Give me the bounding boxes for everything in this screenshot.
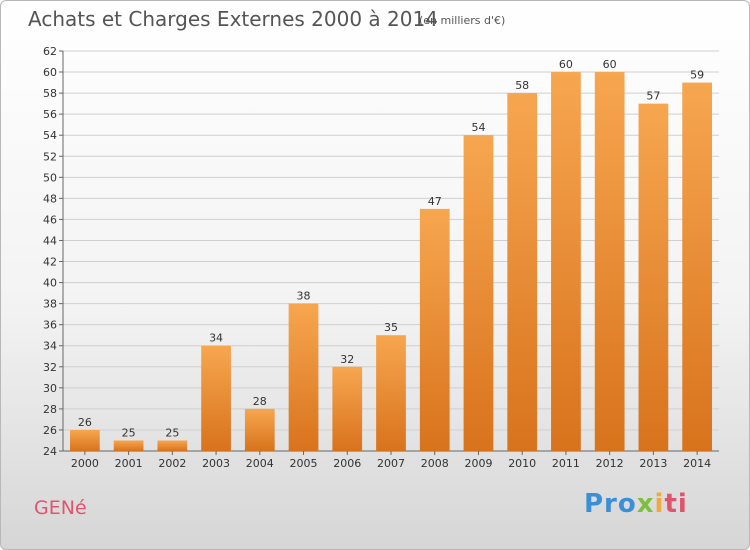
bar-2007 [376, 335, 406, 451]
y-tick-label: 34 [43, 340, 57, 353]
x-tick-label-2009: 2009 [464, 457, 492, 470]
y-tick-label: 60 [43, 66, 57, 79]
y-tick-label: 56 [43, 108, 57, 121]
x-tick-label-2013: 2013 [639, 457, 667, 470]
x-tick-label-2003: 2003 [202, 457, 230, 470]
y-tick-label: 50 [43, 171, 57, 184]
y-tick-label: 38 [43, 298, 57, 311]
logo-part-3: i [654, 489, 665, 519]
bar-2008 [419, 208, 450, 451]
bar-2012 [594, 72, 625, 451]
proxiti-logo: Proxiti [584, 489, 688, 519]
data-label-2000: 26 [78, 416, 92, 429]
x-tick-label-2008: 2008 [421, 457, 449, 470]
x-tick-label-2006: 2006 [333, 457, 361, 470]
data-label-2005: 38 [297, 290, 311, 303]
x-tick-label-2005: 2005 [290, 457, 318, 470]
x-tick-label-2014: 2014 [683, 457, 711, 470]
bar-2001 [113, 440, 144, 451]
bar-2011 [551, 72, 581, 451]
data-label-2006: 32 [340, 353, 354, 366]
bar-2006 [332, 366, 363, 451]
y-tick-label: 28 [43, 403, 57, 416]
bar-2000 [69, 429, 100, 451]
data-label-2014: 59 [690, 69, 704, 82]
data-label-2013: 57 [646, 90, 660, 103]
logo-part-2: x [636, 489, 655, 519]
y-tick-label: 58 [43, 87, 57, 100]
data-label-2011: 60 [559, 58, 573, 71]
bar-2003 [201, 345, 231, 451]
data-label-2012: 60 [603, 58, 617, 71]
y-tick-label: 40 [43, 277, 57, 290]
bar-2009 [463, 135, 494, 452]
data-label-2008: 47 [428, 195, 442, 208]
x-tick-label-2011: 2011 [552, 457, 580, 470]
y-tick-label: 44 [43, 234, 57, 247]
x-tick-label-2010: 2010 [508, 457, 536, 470]
data-label-2009: 54 [471, 121, 485, 134]
y-tick-label: 48 [43, 192, 57, 205]
chart-title: Achats et Charges Externes 2000 à 2014 [28, 7, 438, 31]
data-label-2004: 28 [253, 395, 267, 408]
logo-part-4: ti [664, 489, 688, 519]
bar-2002 [157, 440, 188, 451]
chart-subtitle: (en milliers d'€) [419, 14, 506, 27]
y-tick-label: 46 [43, 213, 57, 226]
x-tick-label-2002: 2002 [158, 457, 186, 470]
x-tick-label-2007: 2007 [377, 457, 405, 470]
y-tick-label: 42 [43, 256, 57, 269]
logo-part-1: Pro [584, 489, 637, 519]
x-tick-label-2000: 2000 [71, 457, 99, 470]
data-label-2010: 58 [515, 79, 529, 92]
bar-2014 [682, 82, 713, 451]
commune-name: GENé [34, 497, 87, 519]
data-label-2002: 25 [165, 426, 179, 439]
data-label-2003: 34 [209, 332, 223, 345]
y-tick-label: 26 [43, 424, 57, 437]
data-label-2001: 25 [122, 426, 136, 439]
y-tick-label: 62 [43, 45, 57, 58]
bar-2005 [288, 303, 319, 451]
data-label-2007: 35 [384, 321, 398, 334]
bar-2004 [244, 408, 275, 451]
y-tick-label: 24 [43, 445, 57, 458]
bar-2013 [638, 103, 669, 451]
y-tick-label: 54 [43, 129, 57, 142]
x-tick-label-2012: 2012 [596, 457, 624, 470]
y-tick-label: 32 [43, 361, 57, 374]
bar-2010 [507, 93, 538, 452]
y-tick-label: 52 [43, 150, 57, 163]
y-tick-label: 30 [43, 382, 57, 395]
x-tick-label-2001: 2001 [115, 457, 143, 470]
x-tick-label-2004: 2004 [246, 457, 274, 470]
y-tick-label: 36 [43, 319, 57, 332]
